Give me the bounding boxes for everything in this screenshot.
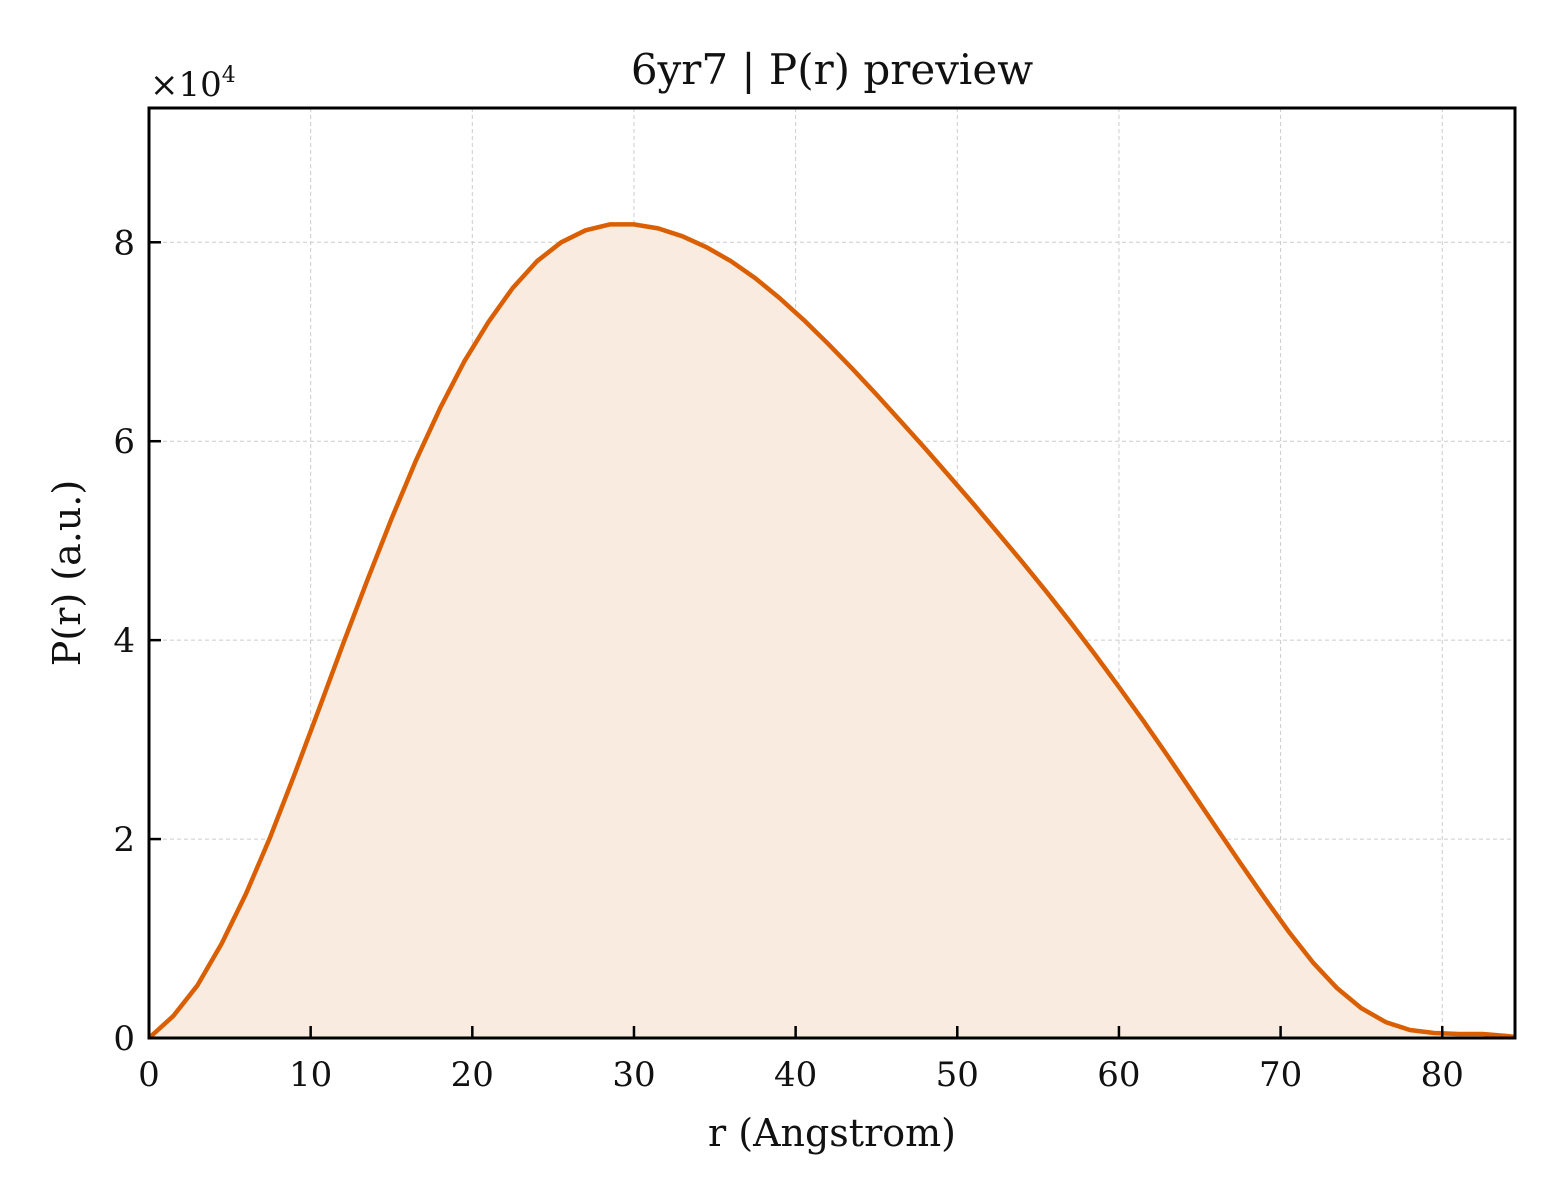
multiplier-exponent: 4 bbox=[222, 63, 236, 88]
x-tick-label: 30 bbox=[612, 1055, 655, 1095]
x-tick-label: 0 bbox=[138, 1055, 160, 1095]
chart-title: 6yr7 | P(r) preview bbox=[631, 45, 1033, 94]
axis-ticks: 0 10 20 30 40 50 60 70 80 0 2 4 6 8 bbox=[113, 223, 1464, 1095]
y-tick-label: 6 bbox=[113, 422, 135, 462]
x-tick-label: 20 bbox=[451, 1055, 494, 1095]
y-tick-label: 4 bbox=[113, 621, 135, 661]
x-tick-label: 70 bbox=[1259, 1055, 1302, 1095]
y-axis-label: P(r) (a.u.) bbox=[45, 480, 89, 666]
pr-line bbox=[147, 222, 1516, 1040]
x-tick-label: 60 bbox=[1097, 1055, 1140, 1095]
x-tick-label: 10 bbox=[289, 1055, 332, 1095]
plot-frame bbox=[147, 106, 1517, 1040]
x-axis-label: r (Angstrom) bbox=[708, 1111, 956, 1155]
multiplier-base: ×10 bbox=[150, 65, 222, 105]
x-tick-label: 50 bbox=[936, 1055, 979, 1095]
y-axis-multiplier: ×104 bbox=[150, 63, 236, 105]
x-tick-label: 80 bbox=[1421, 1055, 1464, 1095]
pr-area-fill bbox=[149, 224, 1515, 1038]
y-tick-label: 2 bbox=[113, 820, 135, 860]
y-tick-label: 0 bbox=[113, 1019, 135, 1059]
y-tick-label: 8 bbox=[113, 223, 135, 263]
x-tick-label: 40 bbox=[774, 1055, 817, 1095]
